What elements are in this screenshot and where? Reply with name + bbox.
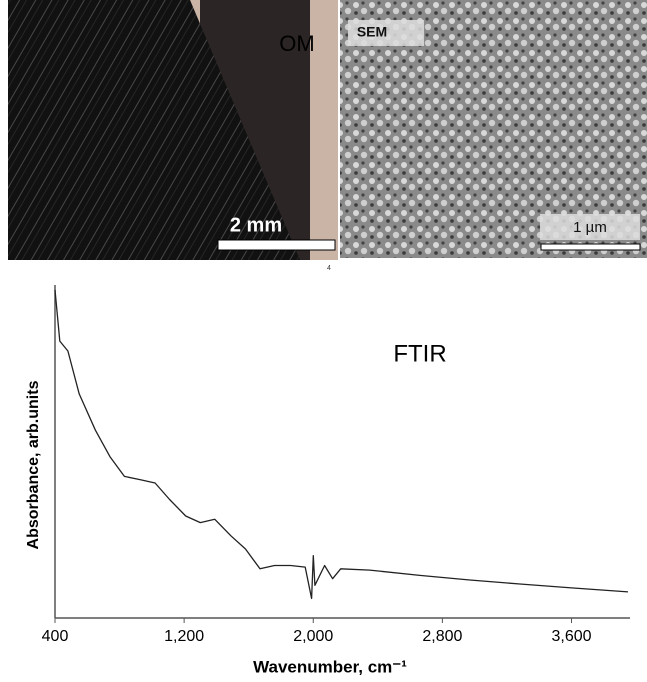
x-tick-label: 1,200 <box>164 628 204 645</box>
panel-label: OM <box>279 31 314 56</box>
x-axis-label: Wavenumber, cm⁻¹ <box>253 657 407 676</box>
annotation: FTIR <box>393 340 446 367</box>
sem-panel: SEM 1 µm <box>340 0 647 258</box>
y-axis-label: Absorbance, arb.units <box>25 380 42 549</box>
ftir-chart: FTIR Absorbance, arb.units Wavenumber, c… <box>25 285 630 676</box>
scale-label: 1 µm <box>573 219 607 236</box>
panel-label: SEM <box>357 24 387 40</box>
x-tick-label: 400 <box>42 628 69 645</box>
spectrum-line <box>54 289 629 600</box>
x-tick-label: 3,600 <box>551 628 591 645</box>
page-number: 4 <box>327 265 331 272</box>
scale-label: 2 mm <box>230 214 282 236</box>
scale-bar <box>217 239 336 251</box>
x-tick-label: 2,800 <box>422 628 462 645</box>
scale-bar <box>540 243 641 251</box>
x-tick-label: 2,000 <box>293 628 333 645</box>
om-panel: OM 2 mm <box>8 0 338 260</box>
